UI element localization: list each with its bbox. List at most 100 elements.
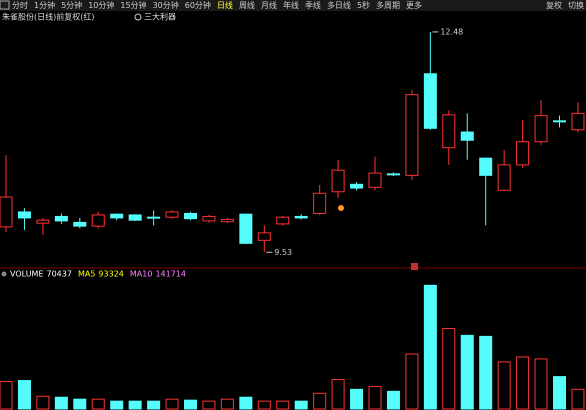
tool-icon[interactable] xyxy=(134,13,142,21)
indicator-value: 141714 xyxy=(155,270,186,279)
candle-body xyxy=(423,73,437,129)
chart-title: 朱雀股份(日线)前复权(红) xyxy=(2,12,94,22)
volume-bar xyxy=(405,353,419,410)
candle-body xyxy=(54,215,68,222)
toolbar-item[interactable]: 1分钟 xyxy=(34,0,55,10)
toolbar-item[interactable]: 30分钟 xyxy=(153,0,179,10)
candle-body xyxy=(479,157,493,176)
cursor xyxy=(338,205,344,211)
toolbar-item[interactable]: 周线 xyxy=(239,0,255,10)
candle-body xyxy=(276,216,290,225)
volume-bar xyxy=(202,400,216,410)
candle-body xyxy=(294,215,308,219)
toolbar-right-item[interactable]: 复权 xyxy=(546,0,562,10)
volume-bar xyxy=(276,400,290,410)
toolbar-item[interactable]: 多周期 xyxy=(376,0,400,10)
toolbar-item[interactable]: 5分钟 xyxy=(61,0,82,10)
candle-body xyxy=(516,141,530,166)
toolbar-item[interactable]: 60分钟 xyxy=(185,0,211,10)
menu-icon[interactable] xyxy=(0,0,10,10)
toolbar-item[interactable]: 5秒 xyxy=(357,0,370,10)
candle-body xyxy=(405,94,419,176)
volume-bar xyxy=(184,399,197,410)
volume-bar xyxy=(54,396,68,410)
candle-body xyxy=(350,183,364,189)
candle-body xyxy=(17,211,31,219)
volume-bar xyxy=(165,398,179,410)
candle-body xyxy=(460,131,474,141)
toolbar-right-item[interactable]: 切换 xyxy=(568,0,584,10)
indicator-name: MA5 xyxy=(78,270,95,279)
candle-body xyxy=(534,115,548,143)
candle-body xyxy=(497,164,511,191)
volume-bar xyxy=(220,398,234,410)
candle-body xyxy=(368,172,382,188)
toolbar: 分时 1分钟 5分钟 10分钟 15分钟 30分钟 60分钟 日线 周线 月线 年线 季线 多日线 5秒多… xyxy=(12,0,584,10)
volume-bar xyxy=(479,335,493,410)
volume-bar xyxy=(442,328,456,410)
volume-bar xyxy=(460,334,474,410)
marker-icon[interactable] xyxy=(411,263,418,270)
indicator-icon xyxy=(1,271,7,277)
candle-body xyxy=(36,219,50,224)
annotation-label: 12.48 xyxy=(440,27,463,36)
toolbar-item[interactable]: 季线 xyxy=(305,0,321,10)
indicator-legend: VOLUME 70437 MA5 93324 MA10 141714 xyxy=(10,270,186,279)
volume-bar xyxy=(147,400,161,410)
toolbar-item[interactable]: 更多 xyxy=(406,0,422,10)
volume-bar xyxy=(294,400,308,410)
candle-body xyxy=(239,213,253,244)
candle-body xyxy=(571,112,585,131)
volume-bar xyxy=(368,385,382,410)
candle-body xyxy=(110,213,124,219)
toolbar-item[interactable]: 分时 xyxy=(12,0,28,10)
annotation-label: 9.53 xyxy=(274,248,292,257)
indicator-name: MA10 xyxy=(130,270,153,279)
toolbar-item[interactable]: 15分钟 xyxy=(120,0,146,10)
volume-bar xyxy=(331,379,345,410)
toolbar-item[interactable]: 年线 xyxy=(283,0,299,10)
volume-bar xyxy=(239,396,253,410)
volume-bar xyxy=(257,400,271,410)
toolbar-item[interactable]: 月线 xyxy=(261,0,277,10)
toolbar-item[interactable]: 10分钟 xyxy=(88,0,114,10)
volume-bar xyxy=(350,388,364,410)
volume-bar xyxy=(516,356,530,410)
volume-bar xyxy=(110,400,124,410)
volume-bar xyxy=(534,358,548,410)
candle-body xyxy=(553,120,566,123)
candle-body xyxy=(313,192,327,214)
candle-body xyxy=(0,196,13,228)
volume-bar xyxy=(73,398,87,410)
indicator-name: VOLUME xyxy=(10,270,44,279)
volume-bar xyxy=(0,381,13,410)
volume-bar xyxy=(17,380,31,410)
candle-body xyxy=(220,218,234,223)
candle-body xyxy=(202,215,216,222)
volume-bar xyxy=(313,392,327,410)
candle-body xyxy=(91,214,105,227)
candle-body xyxy=(147,216,161,219)
volume-bar xyxy=(571,388,585,410)
toolbar-item[interactable]: 多日线 xyxy=(327,0,351,10)
volume-bar xyxy=(128,400,142,410)
tool-label[interactable]: 三大利器 xyxy=(144,12,176,22)
candle-body xyxy=(73,221,87,227)
volume-bar xyxy=(36,395,50,410)
candle-body xyxy=(184,212,197,220)
volume-bar xyxy=(497,361,511,410)
indicator-value: 93324 xyxy=(98,270,123,279)
candle-body xyxy=(257,232,271,241)
volume-bar xyxy=(423,284,437,410)
candle-body xyxy=(128,214,142,221)
candle-body xyxy=(442,114,456,149)
candle-body xyxy=(386,173,400,176)
indicator-value: 70437 xyxy=(47,270,72,279)
volume-bar xyxy=(91,398,105,410)
candle-body xyxy=(165,211,179,218)
volume-bar xyxy=(553,376,566,410)
toolbar-item[interactable]: 日线 xyxy=(217,0,233,10)
toolbar-bg xyxy=(0,0,586,11)
